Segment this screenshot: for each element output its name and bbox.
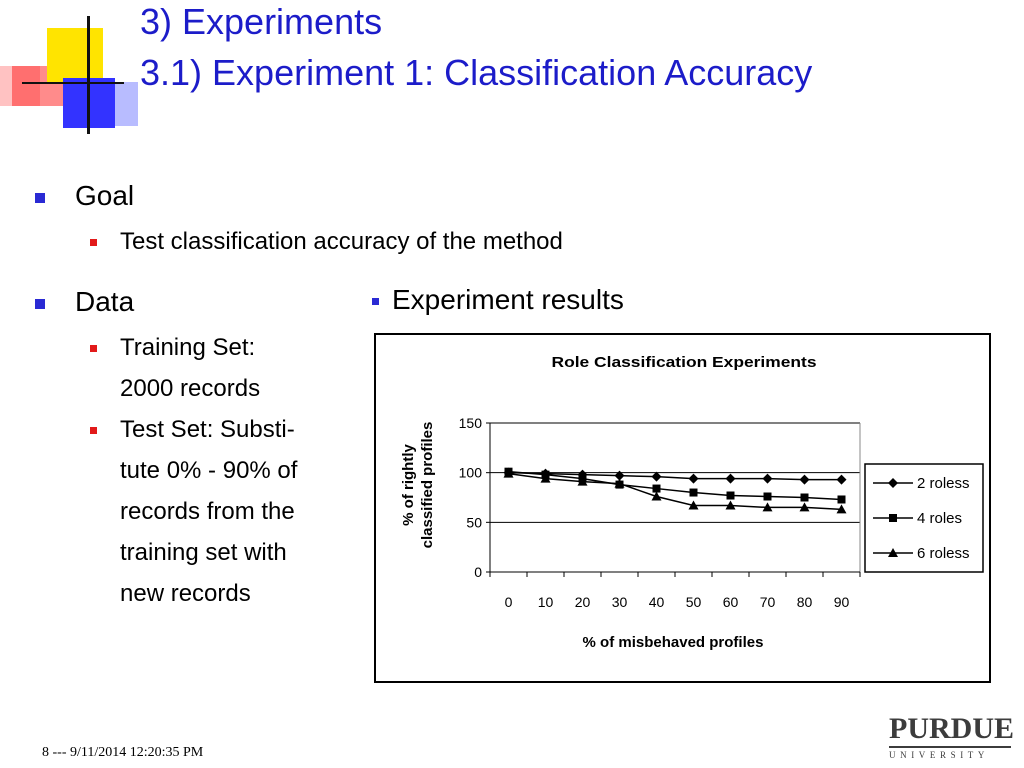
test-line-3: records from the	[120, 498, 295, 525]
data-point	[762, 502, 773, 512]
x-tick-label: 0	[505, 594, 513, 610]
x-axis-label: % of misbehaved profiles	[583, 634, 764, 651]
data-point	[725, 473, 736, 484]
title-line-2: 3.1) Experiment 1: Classification Accura…	[140, 52, 813, 93]
data-point	[799, 502, 810, 512]
logo-subtitle: UNIVERSITY	[889, 750, 989, 760]
legend-label: 4 roles	[917, 510, 962, 527]
data-point	[726, 491, 735, 500]
data-point	[577, 476, 588, 486]
sub-bullet-square-icon	[90, 427, 97, 434]
logo-vertical-line	[87, 16, 90, 134]
data-point	[614, 478, 625, 488]
sub-bullet-square-icon	[90, 239, 97, 246]
slide-footer: 8 --- 9/11/2014 12:20:35 PM	[42, 745, 204, 760]
y-tick-label: 50	[466, 514, 482, 530]
data-point	[837, 495, 846, 504]
experiment-results-label: Experiment results	[372, 284, 624, 316]
sub-bullet-square-icon	[90, 345, 97, 352]
data-point	[503, 468, 514, 478]
series-line	[508, 471, 842, 481]
training-line-1: Training Set:	[120, 334, 256, 361]
bullet-square-icon	[35, 299, 45, 309]
data-point	[762, 473, 773, 484]
legend-marker	[888, 548, 898, 557]
series-line	[508, 472, 842, 511]
data-point	[836, 474, 847, 485]
data-point	[799, 474, 810, 485]
data-point	[614, 470, 625, 481]
series-line	[508, 470, 842, 501]
y-axis-label-line-2: classified profiles	[419, 422, 436, 549]
data-heading: Data	[75, 286, 135, 317]
test-line-2: tute 0% - 90% of	[120, 457, 298, 484]
data-point	[540, 473, 551, 483]
test-line-4: training set with	[120, 539, 287, 566]
data-point	[725, 500, 736, 510]
x-tick-label: 50	[686, 594, 702, 610]
chart-title: Role Classification Experiments	[552, 354, 817, 371]
x-tick-label: 60	[723, 594, 739, 610]
data-point	[800, 493, 809, 502]
data-point	[763, 492, 772, 501]
logo-rule	[889, 746, 1011, 748]
y-tick-label: 100	[459, 465, 483, 481]
bullet-goal: Goal	[35, 180, 135, 212]
data-point	[651, 471, 662, 482]
data-point	[688, 500, 699, 510]
y-tick-label: 150	[459, 415, 483, 431]
data-point	[651, 491, 662, 501]
sub-bullet-training: Training Set:	[90, 334, 256, 362]
data-point	[836, 504, 847, 514]
experiment-results-text: Experiment results	[392, 284, 624, 315]
legend-marker	[888, 478, 898, 488]
x-tick-label: 40	[649, 594, 665, 610]
legend-marker	[889, 514, 897, 522]
purdue-logo: PURDUE UNIVERSITY	[889, 712, 1014, 763]
x-tick-label: 30	[612, 594, 628, 610]
y-tick-label: 0	[474, 564, 482, 580]
data-point	[688, 473, 699, 484]
chart-frame: Role Classification Experiments 0 50 100 15…	[374, 333, 991, 683]
logo-block-yellow	[47, 28, 103, 84]
x-tick-label: 70	[760, 594, 776, 610]
y-axis-label-line-1: % of rightly	[400, 444, 417, 526]
test-line-5: new records	[120, 580, 251, 607]
bullet-data: Data	[35, 286, 135, 318]
x-tick-label: 80	[797, 594, 813, 610]
test-line-1: Test Set: Substi-	[120, 416, 295, 443]
goal-heading: Goal	[75, 180, 135, 211]
logo-horizontal-line	[22, 82, 124, 84]
x-tick-label: 90	[834, 594, 850, 610]
legend-label: 6 roless	[917, 545, 970, 562]
x-tick-label: 10	[538, 594, 554, 610]
bullet-square-icon	[372, 298, 379, 305]
bullet-square-icon	[35, 193, 45, 203]
sub-bullet-test: Test Set: Substi-	[90, 416, 295, 444]
line-chart: Role Classification Experiments 05010015…	[400, 354, 984, 651]
title-line-1: 3) Experiments	[140, 1, 383, 42]
chart-legend: 2 roless 4 roles 6 roless	[864, 463, 984, 573]
legend-label: 2 roless	[917, 475, 970, 492]
slide-title: 3) Experiments 3.1) Experiment 1: Classi…	[140, 2, 812, 93]
training-line-2: 2000 records	[120, 375, 261, 402]
logo-name: PURDUE	[889, 712, 1014, 745]
x-tick-label: 20	[575, 594, 591, 610]
data-point	[652, 484, 661, 493]
data-point	[689, 488, 698, 497]
plot-area: 0 50 100 150 0 10 20 30 40 50 60 70 80 90	[459, 415, 861, 610]
goal-item-text: Test classification accuracy of the meth…	[120, 228, 563, 255]
sub-bullet-goal-item: Test classification accuracy of the meth…	[90, 228, 563, 256]
